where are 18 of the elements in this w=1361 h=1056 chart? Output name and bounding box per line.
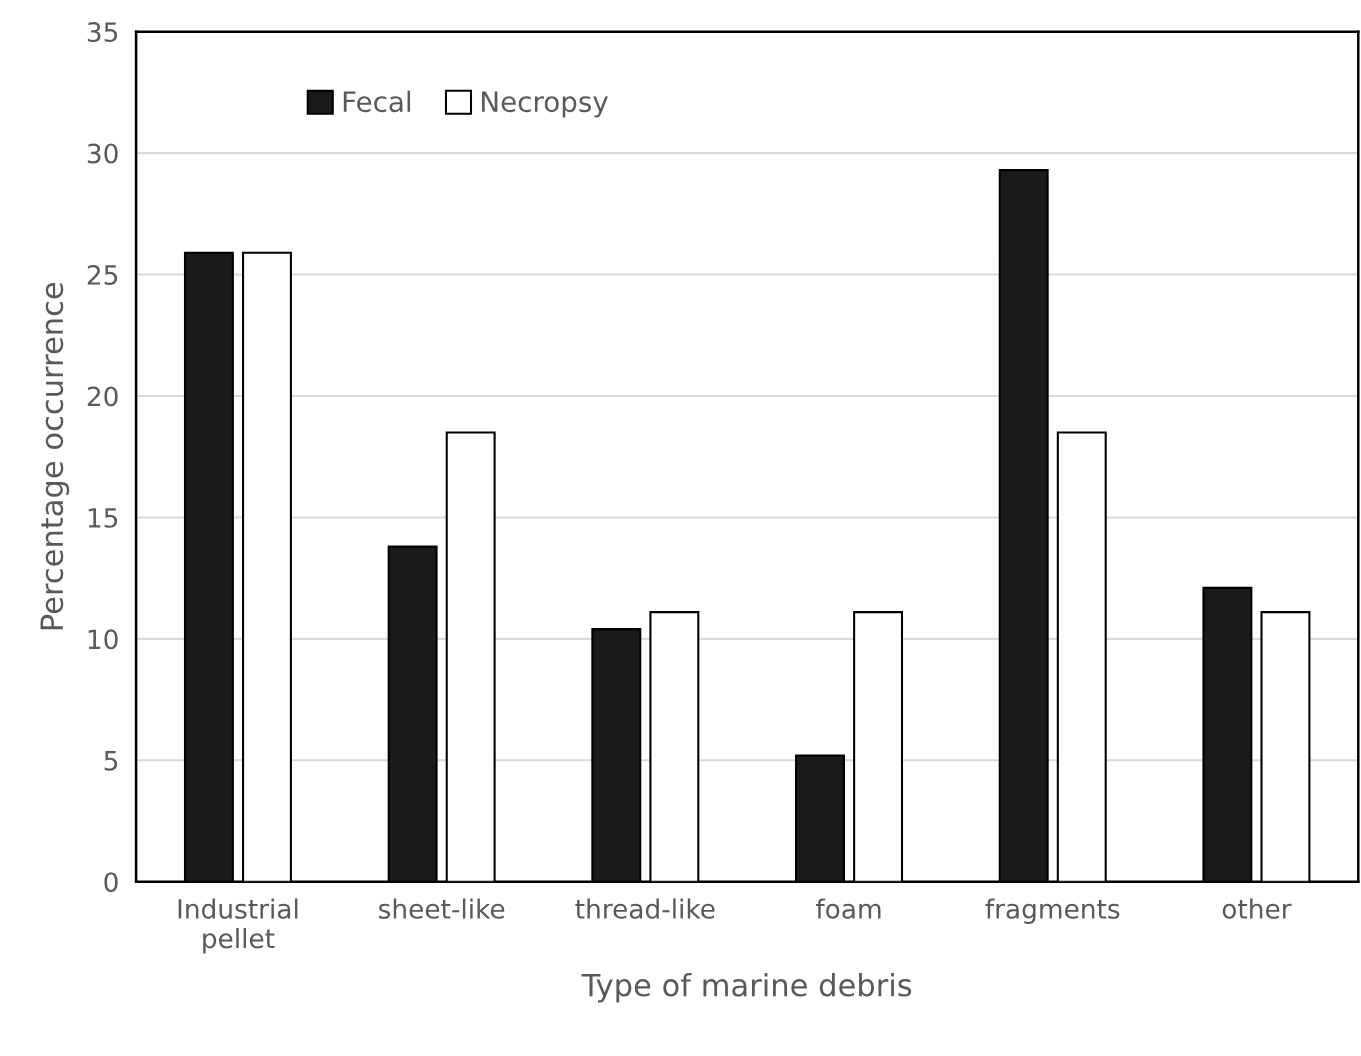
x-tick-label: Industrial pellet — [178, 898, 298, 954]
y-tick-label: 10 — [88, 629, 118, 650]
y-tick-label: 5 — [104, 751, 118, 771]
legend-label: Necropsy — [482, 91, 608, 118]
y-tick-label: 30 — [87, 143, 118, 164]
x-tick-label: thread-like — [575, 898, 715, 919]
x-tick-label: fragments — [985, 898, 1120, 924]
x-tick-label: foam — [815, 898, 881, 919]
y-tick-label: 20 — [87, 386, 118, 407]
x-axis-title: Type of marine debris — [581, 972, 912, 1003]
x-tick-label: other — [1222, 898, 1292, 919]
y-tick-label: 35 — [87, 22, 118, 43]
x-tick-label: sheet-like — [379, 898, 505, 919]
y-tick-label: 25 — [87, 265, 118, 285]
y-axis-title: Percentage occurrence — [40, 282, 70, 630]
legend-label: Fecal — [343, 90, 411, 113]
y-tick-label: 15 — [88, 508, 118, 528]
y-tick-label: 0 — [104, 872, 118, 893]
